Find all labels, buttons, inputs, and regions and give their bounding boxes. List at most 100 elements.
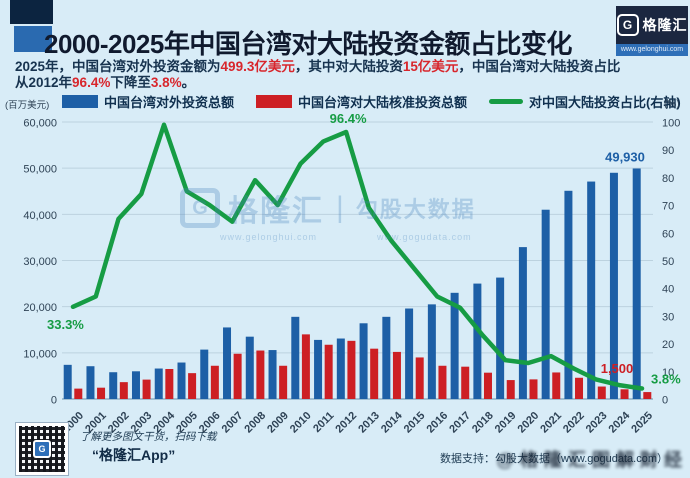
bar-red-2011 xyxy=(324,344,333,399)
legend-item-1: 中国台湾对大陆核准投资总额 xyxy=(256,92,467,111)
subtitle-segment: 499.3亿美元 xyxy=(220,59,295,74)
bar-red-2002 xyxy=(119,382,128,399)
legend-item-2: 对中国大陆投资占比(右轴) xyxy=(489,92,681,111)
svg-text:10: 10 xyxy=(662,367,674,379)
svg-text:2015: 2015 xyxy=(402,410,428,436)
subtitle-segment: 96.4% xyxy=(72,75,111,90)
legend-swatch xyxy=(62,95,98,108)
svg-text:10,000: 10,000 xyxy=(23,348,57,360)
bar-blue-2010 xyxy=(291,316,300,399)
legend-item-0: 中国台湾对外投资总额 xyxy=(62,92,234,111)
bar-red-2017 xyxy=(461,366,470,399)
bar-red-2000 xyxy=(74,388,83,399)
bar-red-2010 xyxy=(301,334,310,399)
svg-text:2022: 2022 xyxy=(561,410,587,436)
logo-url: www.gelonghui.com xyxy=(616,44,688,56)
bar-blue-2022 xyxy=(564,190,573,399)
qr-code[interactable]: G xyxy=(15,422,69,476)
legend-label: 对中国大陆投资占比(右轴) xyxy=(529,95,681,110)
svg-text:2020: 2020 xyxy=(516,410,542,436)
decor-square-dark xyxy=(10,0,53,24)
legend-label: 中国台湾对大陆核准投资总额 xyxy=(298,95,468,110)
bar-blue-2013 xyxy=(359,323,368,399)
subtitle: 2025年，中国台湾对外投资金额为499.3亿美元，其中对大陆投资15亿美元，中… xyxy=(15,59,660,91)
qr-center-g-icon: G xyxy=(33,440,51,458)
legend-swatch xyxy=(489,99,524,104)
annotation-1,500: 1,500 xyxy=(601,361,634,376)
svg-text:60: 60 xyxy=(662,228,674,240)
bar-blue-2019 xyxy=(496,277,505,399)
svg-text:2024: 2024 xyxy=(607,409,633,435)
svg-text:2010: 2010 xyxy=(288,410,314,436)
svg-text:2016: 2016 xyxy=(424,410,450,436)
right-axis-labels: 0 10 20 30 40 50 60 70 80 90 100 (%) xyxy=(662,99,680,407)
svg-text:80: 80 xyxy=(662,173,674,185)
svg-text:(百万美元): (百万美元) xyxy=(5,99,49,111)
bar-blue-2003 xyxy=(131,371,140,399)
bar-red-2012 xyxy=(347,340,356,399)
qr-caption: 了解更多图文干货，扫码下载 xyxy=(80,431,217,443)
bar-red-2016 xyxy=(438,365,447,399)
bar-red-2004 xyxy=(165,368,174,399)
bar-blue-2012 xyxy=(336,338,345,399)
bar-blue-2023 xyxy=(587,181,596,399)
svg-text:90: 90 xyxy=(662,145,674,157)
mainland-share-line xyxy=(70,122,645,391)
bar-red-2023 xyxy=(597,386,606,399)
bar-blue-2020 xyxy=(518,247,527,399)
bar-blue-2006 xyxy=(200,349,209,399)
logo-brand-text: 格隆汇 xyxy=(642,17,688,33)
svg-text:2023: 2023 xyxy=(584,410,610,436)
bar-blue-2008 xyxy=(245,336,254,399)
gelonghui-logo: G 格隆汇 www.gelonghui.com xyxy=(616,6,688,56)
svg-text:40,000: 40,000 xyxy=(23,210,57,222)
svg-text:2025: 2025 xyxy=(629,410,655,436)
bar-blue-2014 xyxy=(382,316,391,399)
svg-text:2014: 2014 xyxy=(379,409,405,435)
svg-text:0: 0 xyxy=(51,395,57,407)
subtitle-segment: 从2012年 xyxy=(15,75,73,90)
legend-label: 中国台湾对外投资总额 xyxy=(104,95,235,110)
svg-text:20: 20 xyxy=(662,339,674,351)
subtitle-segment: 下降至 xyxy=(110,75,151,90)
bar-red-2020 xyxy=(529,379,538,399)
bar-red-2021 xyxy=(552,372,561,399)
g-logo-icon: G xyxy=(616,14,639,36)
svg-text:100: 100 xyxy=(662,118,680,130)
bar-blue-2000 xyxy=(63,364,72,399)
annotation-33.3%: 33.3% xyxy=(47,317,84,332)
bar-red-2006 xyxy=(210,365,219,399)
svg-text:20,000: 20,000 xyxy=(23,302,57,314)
svg-text:50,000: 50,000 xyxy=(23,164,57,176)
left-axis-labels: 0 10,000 20,000 30,000 40,000 50,000 60,000 (百万… xyxy=(5,99,57,407)
svg-text:2007: 2007 xyxy=(220,410,246,436)
bar-red-2009 xyxy=(279,365,288,399)
bar-blue-2025 xyxy=(632,168,641,399)
svg-text:0: 0 xyxy=(662,395,668,407)
svg-text:(%): (%) xyxy=(664,99,680,110)
svg-text:50: 50 xyxy=(662,256,674,268)
bar-red-2024 xyxy=(620,389,629,399)
bar-blue-2018 xyxy=(473,283,482,399)
annotation-96.4%: 96.4% xyxy=(330,111,367,126)
subtitle-segment: 。 xyxy=(181,75,196,90)
bar-blue-2021 xyxy=(541,209,550,399)
bar-blue-2009 xyxy=(268,350,277,399)
legend-swatch xyxy=(256,95,293,108)
subtitle-segment: 15亿美元 xyxy=(402,59,459,74)
svg-text:30,000: 30,000 xyxy=(23,256,57,268)
bar-red-2025 xyxy=(643,392,652,399)
subtitle-segment: 3.8% xyxy=(150,75,182,90)
bar-blue-2007 xyxy=(223,327,232,399)
annotation-3.8%: 3.8% xyxy=(651,371,681,386)
bar-red-2001 xyxy=(97,387,106,399)
svg-text:40: 40 xyxy=(662,284,674,296)
bar-blue-2004 xyxy=(154,368,163,399)
bar-blue-2011 xyxy=(314,339,323,399)
bars-total-outbound xyxy=(63,168,641,399)
svg-text:30: 30 xyxy=(662,311,674,323)
subtitle-segment: ，其中对大陆投资 xyxy=(294,59,403,74)
bar-red-2014 xyxy=(392,351,401,399)
